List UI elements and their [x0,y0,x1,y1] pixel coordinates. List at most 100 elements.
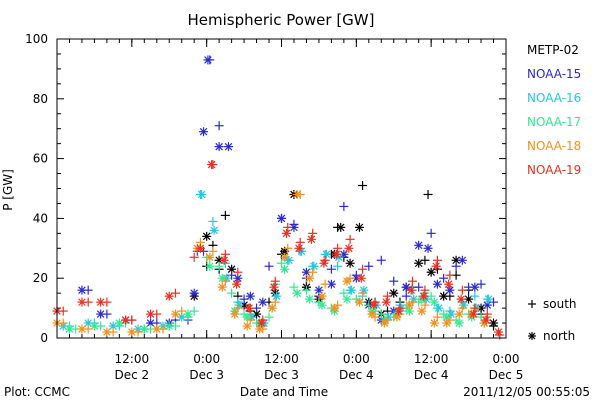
noaa-18-south-point [358,288,368,298]
noaa-19-south-point [270,276,280,286]
noaa-19-north-point [306,234,316,244]
noaa-17-north-point [342,294,352,304]
noaa-19-north-point [219,255,229,265]
y-axis-label: P [GW] [1,169,15,211]
footer-timestamp: 2011/12/05 00:55:05 [463,385,590,399]
noaa-15-north-point [401,282,411,292]
noaa-19-north-point [207,160,217,170]
marker-legend-symbol-south [528,300,536,308]
noaa-15-north-point [326,279,336,289]
noaa-19-north-point [419,291,429,301]
noaa-19-north-point [444,279,454,289]
y-tick-label: 40 [33,211,48,225]
y-tick-label: 0 [40,331,48,345]
noaa-16-north-point [484,294,494,304]
noaa-15-north-point [96,309,106,319]
noaa-16-north-point [409,294,419,304]
noaa-15-south-point [401,291,411,301]
noaa-18-north-point [255,324,265,334]
noaa-16-north-point [272,291,282,301]
noaa-15-south-point [214,121,224,131]
noaa-19-north-point [331,249,341,259]
noaa-18-north-point [230,309,240,319]
metp-02-north-point [464,294,474,304]
noaa-15-north-point [233,273,243,283]
marker-legend-label-south: south [543,297,577,311]
noaa-17-north-point [442,312,452,322]
noaa-19-south-point [283,222,293,232]
noaa-19-north-point [244,303,254,313]
noaa-18-north-point [152,324,162,334]
noaa-15-north-point [214,142,224,152]
noaa-17-north-point [64,324,74,334]
noaa-19-north-point [344,243,354,253]
noaa-18-north-point [267,303,277,313]
noaa-18-north-point [292,189,302,199]
noaa-18-north-point [77,324,87,334]
noaa-15-south-point [364,261,374,271]
noaa-18-north-point [317,291,327,301]
noaa-16-south-point [470,291,480,301]
noaa-17-south-point [214,261,224,271]
noaa-16-south-point [333,261,343,271]
x-tick-time-label: 12:00 [414,352,449,366]
noaa-16-north-point [309,261,319,271]
legend-entry-noaa-19: NOAA-19 [527,163,581,177]
noaa-19-south-point [432,255,442,265]
metp-02-north-point [489,318,499,328]
axis-ticks [56,38,507,339]
marker-legend-label-north: north [543,329,575,343]
noaa-17-north-point [404,306,414,316]
noaa-16-north-point [197,189,207,199]
noaa-17-north-point [164,321,174,331]
noaa-18-south-point [283,243,293,253]
x-tick-date-label: Dec 4 [339,368,374,382]
noaa-18-north-point [127,327,137,337]
noaa-15-north-point [199,127,209,137]
noaa-18-north-point [404,300,414,310]
noaa-15-south-point [389,276,399,286]
x-tick-time-label: 12:00 [264,352,299,366]
metp-02-south-point [358,181,368,191]
noaa-16-north-point [108,321,118,331]
noaa-18-north-point [442,318,452,328]
noaa-18-north-point [305,273,315,283]
noaa-19-north-point [369,300,379,310]
noaa-19-south-point [407,276,417,286]
noaa-17-south-point [264,312,274,322]
noaa-15-south-point [439,273,449,283]
x-tick-time-label: 0:00 [193,352,220,366]
noaa-19-south-point [345,234,355,244]
noaa-15-south-point [264,261,274,271]
noaa-17-south-point [227,288,237,298]
noaa-15-north-point [258,297,268,307]
noaa-19-south-point [233,267,243,277]
metp-02-north-point [426,267,436,277]
noaa-15-south-point [376,255,386,265]
x-tick-date-label: Dec 4 [414,368,449,382]
footer-plot-credit: Plot: CCMC [4,385,70,399]
noaa-15-north-point [189,288,199,298]
plot-frame [56,38,507,339]
noaa-15-north-point [432,279,442,289]
noaa-19-north-point [356,273,366,283]
y-tick-label: 80 [33,92,48,106]
noaa-17-north-point [280,264,290,274]
noaa-15-south-point [326,264,336,274]
noaa-16-north-point [321,249,331,259]
y-tick-label: 100 [25,32,48,46]
legend-entry-noaa-18: NOAA-18 [527,139,581,153]
noaa-19-north-point [319,258,329,268]
noaa-19-north-point [164,291,174,301]
noaa-15-north-point [414,240,424,250]
y-tick-label: 20 [33,271,48,285]
metp-02-north-point [439,291,449,301]
noaa-18-north-point [342,276,352,286]
noaa-18-north-point [102,327,112,337]
metp-02-north-point [202,231,212,241]
x-axis-label: Date and Time [240,385,328,399]
x-tick-time-label: 0:00 [343,352,370,366]
noaa-19-south-point [457,285,467,295]
noaa-19-south-point [358,264,368,274]
